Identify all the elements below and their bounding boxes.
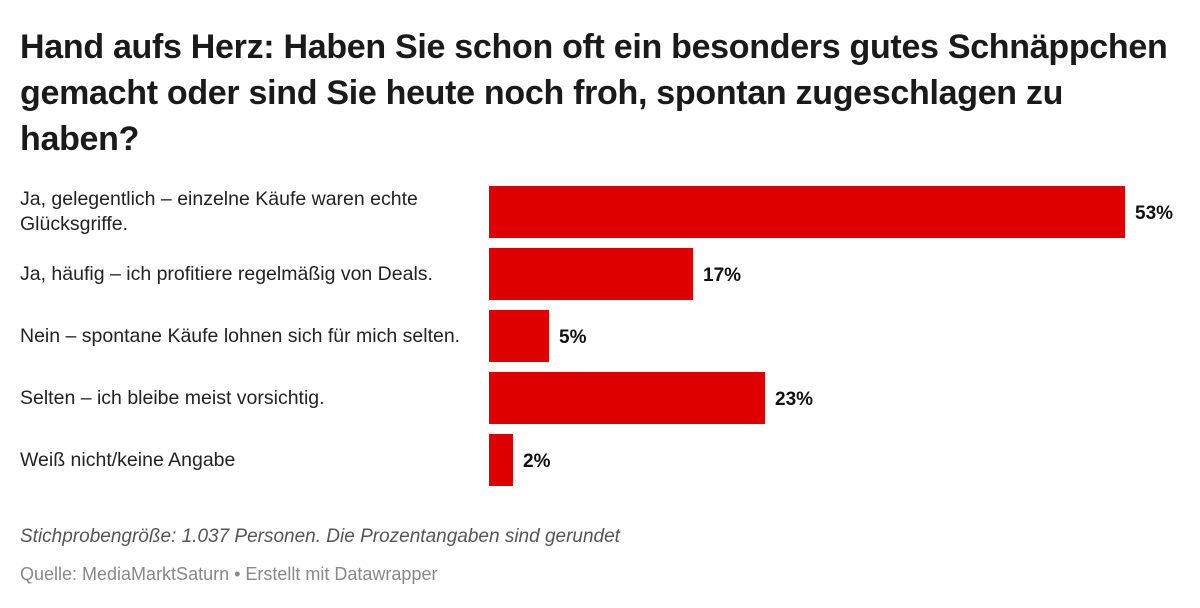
category-label: Nein – spontane Käufe lohnen sich für mi…	[20, 324, 461, 347]
chart-source: Quelle: MediaMarktSaturn • Erstellt mit …	[20, 564, 438, 584]
chart-title: Hand aufs Herz: Haben Sie schon oft ein …	[20, 28, 1168, 158]
category-label: Selten – ich bleibe meist vorsichtig.	[20, 386, 325, 409]
data-label: 53%	[1135, 203, 1173, 224]
data-label: 17%	[703, 265, 741, 286]
bar	[489, 310, 549, 362]
bar	[489, 186, 1125, 238]
bar	[489, 248, 693, 300]
bar	[489, 434, 513, 486]
category-label: Ja, häufig – ich profitiere regelmäßig v…	[20, 262, 433, 285]
data-label: 2%	[523, 451, 551, 472]
category-label: Weiß nicht/keine Angabe	[20, 448, 236, 471]
category-label: Ja, gelegentlich – einzelne Käufe waren …	[20, 188, 418, 235]
bar	[489, 372, 765, 424]
data-label: 5%	[559, 327, 587, 348]
chart-notes: Stichprobengröße: 1.037 Personen. Die Pr…	[20, 526, 620, 547]
data-label: 23%	[775, 389, 813, 410]
